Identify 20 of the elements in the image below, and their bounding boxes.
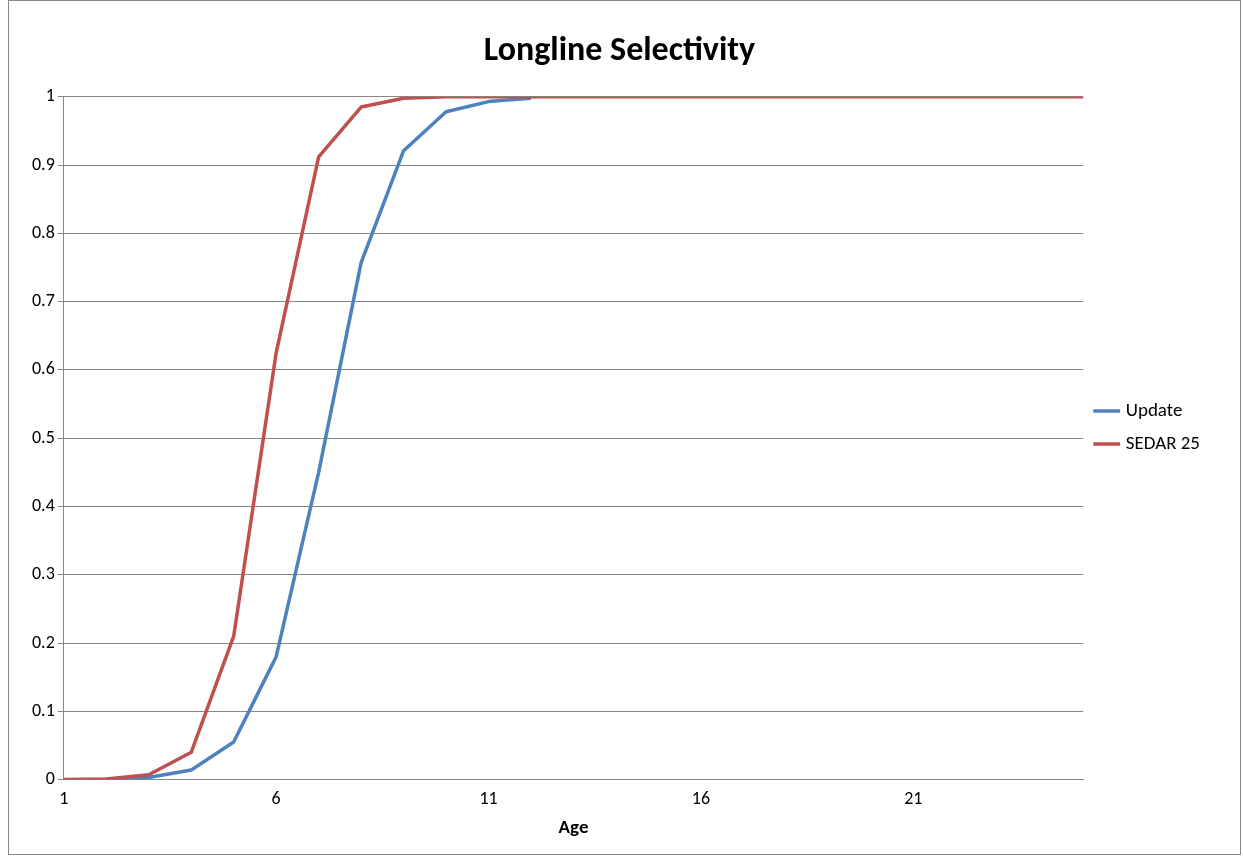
y-tick-label: 0.1 bbox=[31, 698, 55, 721]
x-axis-title: Age bbox=[558, 815, 589, 839]
y-tick-label: 0.4 bbox=[31, 493, 55, 516]
y-tick-label: 0.7 bbox=[31, 289, 55, 312]
y-tick-label: 0.2 bbox=[31, 630, 55, 653]
y-tick-label: 0.9 bbox=[31, 152, 55, 175]
x-tick-label: 16 bbox=[691, 786, 711, 809]
x-tick-label: 1 bbox=[59, 786, 69, 809]
y-tick-label: 0.5 bbox=[31, 425, 55, 448]
legend-label: Update bbox=[1125, 397, 1183, 421]
y-tick-label: 1 bbox=[45, 84, 55, 107]
y-tick-label: 0.3 bbox=[31, 562, 55, 585]
chart-title: Longline Selectivity bbox=[483, 27, 756, 69]
y-tick-label: 0.6 bbox=[31, 357, 55, 380]
legend-label: SEDAR 25 bbox=[1125, 430, 1201, 454]
y-tick-label: 0 bbox=[45, 767, 55, 790]
x-tick-label: 21 bbox=[904, 786, 923, 809]
y-tick-label: 0.8 bbox=[31, 220, 55, 243]
x-tick-label: 11 bbox=[479, 786, 498, 809]
x-tick-label: 6 bbox=[271, 786, 281, 809]
